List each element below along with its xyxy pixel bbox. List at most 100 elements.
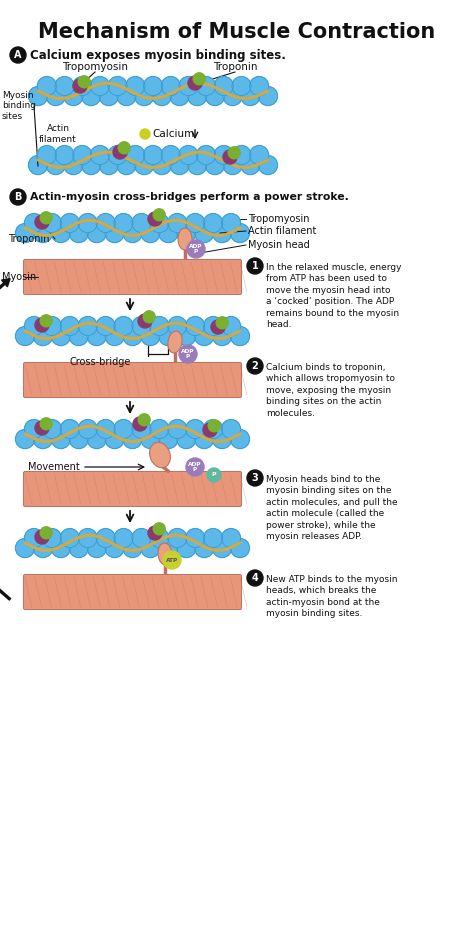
Circle shape [87,430,106,448]
Circle shape [211,320,225,334]
Circle shape [96,419,115,439]
Circle shape [135,87,154,106]
Circle shape [82,87,100,106]
Circle shape [55,76,74,95]
Circle shape [135,156,154,175]
Circle shape [42,529,61,548]
Circle shape [10,189,26,205]
Text: A: A [14,50,22,60]
Circle shape [114,213,133,232]
Circle shape [16,327,35,346]
Circle shape [232,76,251,95]
Circle shape [144,76,163,95]
Circle shape [216,317,228,329]
Circle shape [170,87,189,106]
Circle shape [204,213,223,232]
Text: Actin
filament: Actin filament [39,125,77,143]
Text: P: P [212,473,216,478]
Circle shape [69,224,88,243]
Circle shape [197,76,216,95]
Circle shape [159,327,178,346]
Circle shape [168,213,187,232]
Circle shape [28,156,47,175]
Circle shape [132,529,151,548]
Circle shape [40,211,52,224]
Circle shape [205,156,224,175]
Circle shape [177,224,196,243]
Circle shape [33,538,53,558]
Text: Cross-bridge: Cross-bridge [70,357,131,367]
Circle shape [35,215,49,229]
Circle shape [141,430,160,448]
Circle shape [123,224,142,243]
Circle shape [35,421,49,435]
Circle shape [25,213,44,232]
Circle shape [25,419,44,439]
Circle shape [250,76,269,95]
Text: ATP: ATP [166,558,178,563]
Text: Tropomyosin: Tropomyosin [62,62,128,72]
Circle shape [241,156,260,175]
Circle shape [87,327,106,346]
Text: Movement: Movement [28,462,80,472]
Circle shape [161,145,180,164]
Circle shape [170,156,189,175]
Circle shape [25,316,44,335]
Circle shape [78,529,97,548]
Circle shape [55,145,74,164]
Circle shape [105,224,124,243]
Circle shape [150,419,169,439]
Circle shape [163,551,181,569]
Circle shape [69,430,88,448]
Text: Troponin: Troponin [8,234,49,244]
Circle shape [188,87,207,106]
Circle shape [247,470,263,486]
Circle shape [207,468,221,482]
Circle shape [37,145,56,164]
Text: 3: 3 [252,473,258,483]
Circle shape [25,529,44,548]
Circle shape [212,327,232,346]
FancyBboxPatch shape [24,471,241,507]
Circle shape [186,419,205,439]
Circle shape [221,213,240,232]
Circle shape [108,76,127,95]
Circle shape [203,423,217,437]
Circle shape [208,420,220,431]
Circle shape [78,316,97,335]
Circle shape [108,145,127,164]
Circle shape [69,327,88,346]
Circle shape [118,142,130,154]
Circle shape [35,530,49,544]
Ellipse shape [178,228,192,250]
Circle shape [223,156,242,175]
Circle shape [114,419,133,439]
Circle shape [212,430,232,448]
Circle shape [114,529,133,548]
Text: Myosin heads bind to the
myosin binding sites on the
actin molecules, and pull t: Myosin heads bind to the myosin binding … [266,475,398,541]
Circle shape [179,145,198,164]
Circle shape [42,316,61,335]
Circle shape [64,87,83,106]
Circle shape [114,316,133,335]
Circle shape [33,224,53,243]
Circle shape [144,145,163,164]
Circle shape [123,430,142,448]
Circle shape [96,316,115,335]
Circle shape [195,327,214,346]
Circle shape [214,76,233,95]
Circle shape [73,79,87,93]
Circle shape [148,526,162,540]
Circle shape [51,327,70,346]
FancyBboxPatch shape [24,260,241,295]
Circle shape [188,156,207,175]
Circle shape [16,538,35,558]
Circle shape [60,213,79,232]
Circle shape [186,213,205,232]
Circle shape [250,145,269,164]
Circle shape [126,145,145,164]
Text: In the relaxed muscle, energy
from ATP has been used to
move the myosin head int: In the relaxed muscle, energy from ATP h… [266,263,401,329]
Text: Calcium exposes myosin binding sites.: Calcium exposes myosin binding sites. [30,48,286,61]
Circle shape [40,527,52,539]
Circle shape [33,430,53,448]
